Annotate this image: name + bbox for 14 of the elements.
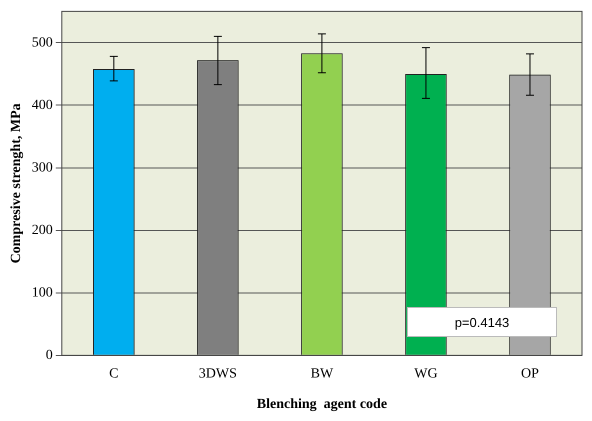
y-tick-label: 400 [32, 98, 53, 113]
x-axis-title: Blenching agent code [256, 397, 388, 412]
y-axis-title: Compresive strenght, MPa [9, 103, 24, 264]
y-tick-label: 100 [32, 286, 53, 301]
x-tick-label: 3DWS [198, 366, 237, 382]
x-tick-label: WG [414, 366, 438, 382]
y-tick-label: 500 [32, 35, 53, 50]
y-tick-label: 200 [32, 222, 53, 238]
y-tick-label: 300 [32, 160, 53, 176]
x-tick-label: BW [310, 366, 334, 382]
y-tick-label: 0 [46, 348, 53, 364]
note-box: p=0.4143 [407, 307, 557, 338]
x-tick-label: OP [521, 366, 540, 382]
x-tick-label: C [109, 366, 118, 382]
